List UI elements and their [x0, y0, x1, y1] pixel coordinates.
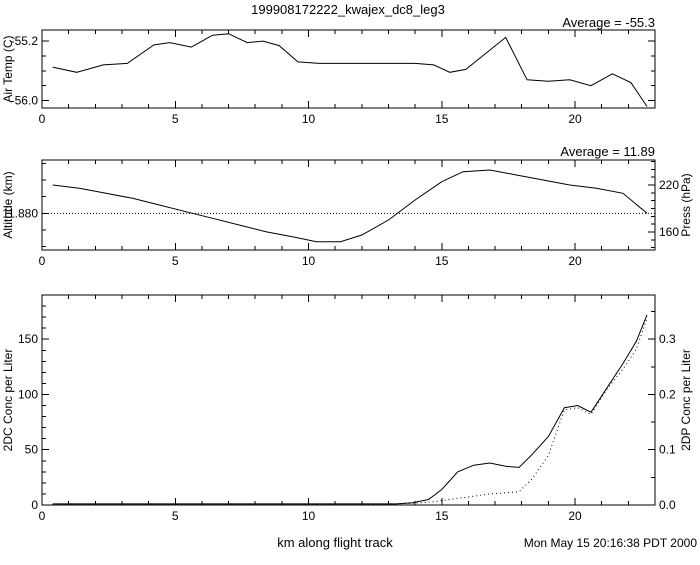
panel3-y-axis-title: 2DC Conc per Liter	[1, 349, 15, 452]
x-tick-label: 5	[172, 509, 179, 523]
x-tick-label: 20	[568, 509, 582, 523]
panel-2-frame	[41, 159, 656, 251]
series-altitude	[52, 169, 648, 243]
panel2-average-annotation: Average = 11.89	[560, 144, 655, 159]
x-tick-label: 15	[435, 112, 449, 126]
y-tick-label: 150	[18, 332, 38, 346]
timestamp: Mon May 15 20:16:38 PDT 2000	[524, 536, 698, 550]
x-axis-title: km along flight track	[277, 535, 393, 550]
right-tick-label: 0.1	[659, 443, 676, 457]
x-tick-label: 5	[172, 112, 179, 126]
panel-3-frame	[41, 294, 656, 506]
right-tick-label: 0.0	[659, 498, 676, 512]
y-tick-label: -56.0	[11, 94, 39, 108]
x-tick-label: 15	[435, 509, 449, 523]
right-tick-label: 0.3	[659, 332, 676, 346]
right-tick-label: 0.2	[659, 387, 676, 401]
right-tick-label: 220	[659, 178, 679, 192]
x-tick-label: 20	[568, 254, 582, 268]
panel1-y-axis-title: Air Temp (C)	[1, 35, 15, 102]
x-tick-label: 5	[172, 254, 179, 268]
page-title: 199908172222_kwajex_dc8_leg3	[251, 2, 445, 17]
y-tick-label: 100	[18, 387, 38, 401]
y-tick-label: -55.2	[11, 34, 39, 48]
series-2dc-conc	[52, 314, 648, 505]
panel1-average-annotation: Average = -55.3	[562, 15, 655, 30]
panel3-right-axis-title: 2DP Conc per Liter	[679, 349, 693, 451]
x-tick-label: 0	[39, 509, 46, 523]
y-tick-label: 0	[31, 498, 38, 512]
x-tick-label: 0	[39, 112, 46, 126]
series-air-temp	[52, 33, 648, 107]
x-tick-label: 15	[435, 254, 449, 268]
right-tick-label: 160	[659, 225, 679, 239]
panel-1-frame	[41, 29, 656, 109]
x-tick-label: 20	[568, 112, 582, 126]
panel2-y-axis-title: Altitude (km)	[1, 171, 15, 238]
series-2dp-conc	[52, 318, 648, 505]
x-tick-label: 10	[302, 254, 316, 268]
y-tick-label: 50	[25, 443, 39, 457]
panel2-right-axis-title: Press (hPa)	[679, 173, 693, 236]
x-tick-label: 10	[302, 112, 316, 126]
x-tick-label: 0	[39, 254, 46, 268]
y-tick-label: 11.880	[2, 206, 38, 220]
x-tick-label: 10	[302, 509, 316, 523]
